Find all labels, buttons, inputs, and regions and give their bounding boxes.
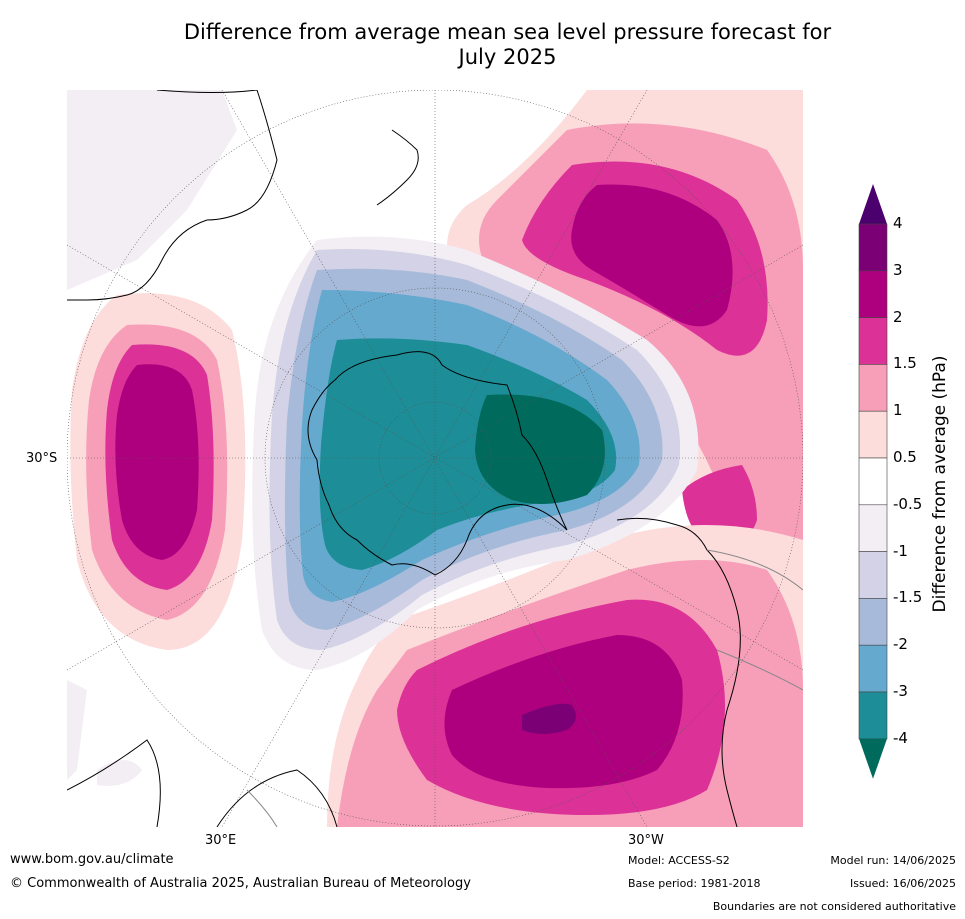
high-west [70,293,246,650]
colorbar-tick-label: 4 [893,214,903,232]
footer-issued: Issued: 16/06/2025 [849,877,956,890]
colorbar-extend-min [859,738,887,779]
country-borders [246,549,803,827]
colorbar-band [858,457,888,506]
colorbar-tick-label: -0.5 [893,494,923,513]
footer-disclaimer: Boundaries are not considered authoritat… [712,900,956,913]
lon-label-30e: 30°E [205,833,237,848]
lon-label-30w: 30°W [628,833,664,848]
footer-model-run: Model run: 14/06/2025 [830,854,956,867]
footer-model: Model: ACCESS-S2 [628,854,730,867]
colorbar-tick-label: -4 [893,728,908,747]
colorbar-band [858,410,888,459]
colorbar-band [858,364,888,412]
title-line-1: Difference from average mean sea level p… [183,20,832,44]
new-zealand-coast [376,129,419,206]
colorbar-tick-label: -1 [893,541,908,560]
footer-url[interactable]: www.bom.gov.au/climate [10,852,174,867]
pressure-anomaly-map [67,90,803,827]
africa-coast [67,739,161,827]
colorbar [858,184,888,779]
africa-coast-east [216,769,338,827]
colorbar-extend-max [859,184,887,224]
colorbar-band [858,270,888,318]
chart-title: Difference from average mean sea level p… [80,20,935,70]
colorbar-tick-label: -3 [893,682,908,700]
title-line-2: July 2025 [458,45,557,69]
colorbar-title: Difference from average (hPa) [930,355,950,613]
colorbar-band [858,644,888,693]
footer-base-period: Base period: 1981-2018 [628,877,761,890]
neg-region-northwest [67,90,237,290]
colorbar-tick-label: -2 [893,635,908,654]
colorbar-tick-label: 3 [893,260,903,279]
high-northeast [447,90,803,690]
colorbar-band [858,551,888,599]
colorbar-band [858,317,888,365]
colorbar-band [858,504,888,552]
graticule [67,90,803,827]
high-south [327,525,803,827]
colorbar-tick-label: 2 [893,307,903,326]
colorbar-tick-label: 1 [893,401,903,420]
footer-copyright: © Commonwealth of Australia 2025, Austra… [10,876,471,891]
australia-coast [67,90,278,301]
lat-label-30s: 30°S [26,451,58,466]
colorbar-tick-label: 0.5 [893,448,917,466]
colorbar-band [858,691,888,740]
colorbar-tick-label: 1.5 [893,354,917,373]
coastlines [67,90,741,827]
colorbar-band [858,598,888,646]
low-antarctic [252,236,699,670]
neg-region-southwest-edge [67,680,87,780]
colorbar-tick-label: -1.5 [893,588,923,607]
antarctica-coast [307,351,568,576]
south-america-coast [616,517,741,827]
colorbar-band [858,223,888,272]
